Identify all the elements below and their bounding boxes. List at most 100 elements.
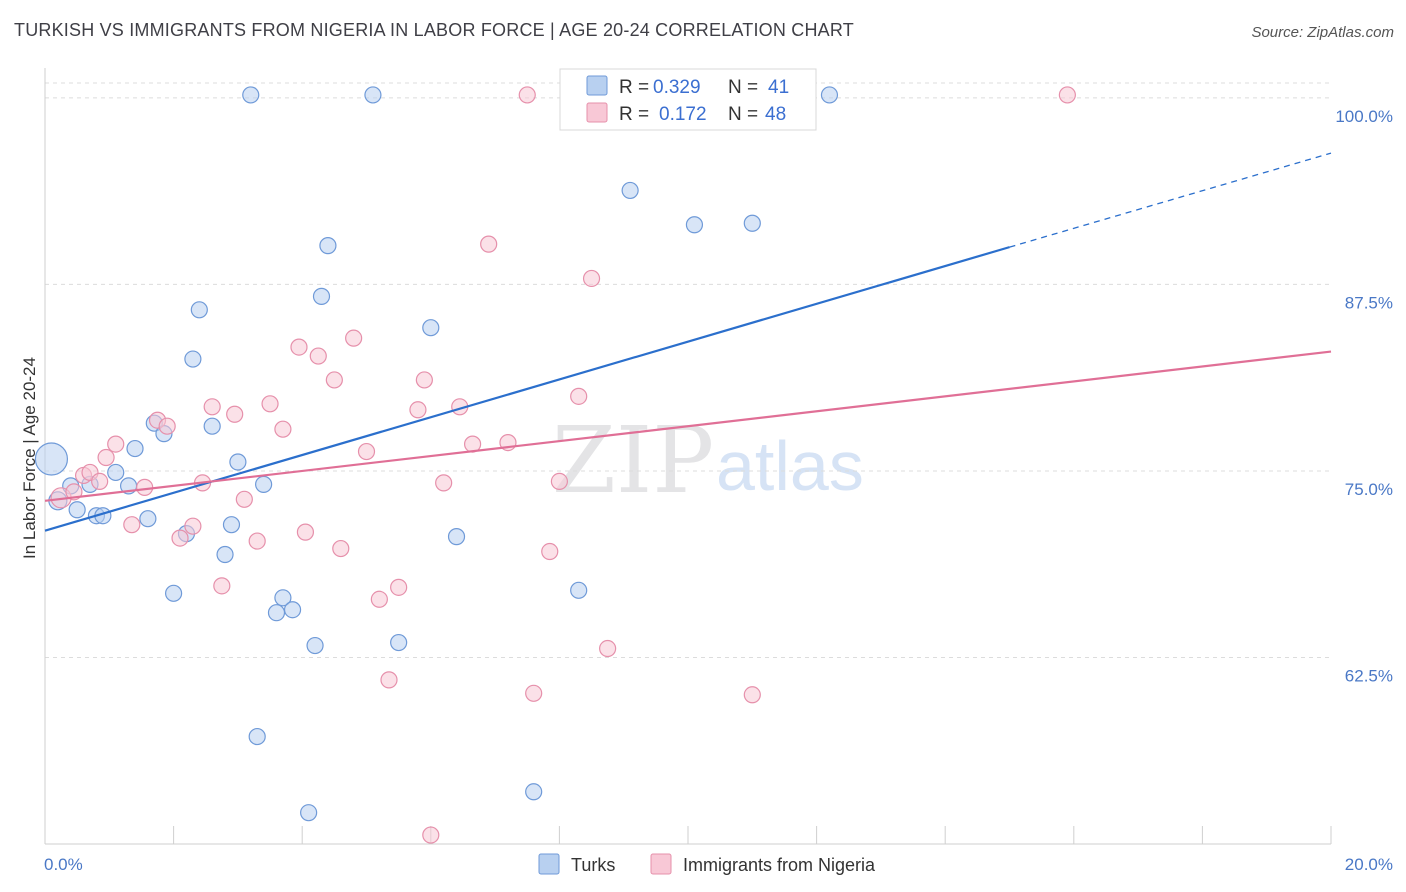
scatter-point-nigeria: [274, 420, 292, 438]
y-tick-label: 100.0%: [1335, 107, 1393, 126]
scatter-point-turks: [139, 510, 157, 528]
scatter-point-turks: [34, 442, 69, 476]
scatter-point-turks: [820, 86, 839, 104]
scatter-point-nigeria: [226, 405, 244, 423]
source-note: Source: ZipAtlas.com: [1251, 24, 1394, 41]
x-tick-labels: 0.0% 20.0%: [44, 855, 1393, 874]
scatter-point-turks: [107, 463, 125, 482]
legend-turks-r-value: 0.329: [653, 77, 701, 98]
bottom-legend-nigeria-swatch: [650, 853, 672, 875]
scatter-point-nigeria: [235, 490, 253, 508]
scatter-point-nigeria: [158, 417, 176, 435]
scatter-point-turks: [222, 516, 241, 534]
legend-nigeria-swatch: [586, 102, 608, 123]
legend-nigeria-n-label: N =: [728, 104, 758, 125]
grid-lines: [45, 82, 1331, 658]
scatter-point-turks: [216, 545, 234, 564]
scatter-point-turks: [319, 237, 337, 255]
scatter-point-turks: [229, 453, 247, 471]
scatter-point-nigeria: [390, 578, 408, 596]
scatter-point-nigeria: [370, 590, 388, 608]
scatter-point-nigeria: [409, 401, 427, 419]
scatter-point-turks: [248, 727, 266, 746]
scatter-point-nigeria: [97, 448, 115, 467]
scatter-point-nigeria: [422, 826, 440, 844]
scatter-point-nigeria: [582, 269, 601, 288]
x-tick-label-min: 0.0%: [44, 855, 83, 874]
scatter-point-nigeria: [213, 577, 231, 595]
trend-line-turks: [44, 246, 1010, 532]
bottom-legend-turks-label: Turks: [571, 855, 615, 875]
scatter-point-nigeria: [435, 474, 453, 492]
y-tick-label: 75.0%: [1345, 480, 1393, 499]
bottom-legend-turks-swatch: [538, 853, 560, 875]
scatter-point-nigeria: [296, 523, 315, 541]
scatter-point-turks: [126, 439, 144, 458]
watermark-atlas: atlas: [716, 427, 864, 505]
scatter-point-turks: [312, 287, 331, 305]
scatter-point-turks: [283, 601, 302, 619]
scatter-point-nigeria: [203, 398, 221, 416]
scatter-point-nigeria: [65, 483, 83, 501]
series-turks-points: [34, 86, 839, 822]
legend-turks-swatch: [586, 75, 608, 96]
scatter-point-turks: [422, 319, 440, 337]
y-axis-label: In Labor Force | Age 20-24: [20, 357, 39, 559]
scatter-point-nigeria: [599, 639, 617, 658]
scatter-point-nigeria: [357, 442, 376, 461]
scatter-point-turks: [300, 804, 318, 822]
scatter-point-nigeria: [743, 686, 761, 704]
scatter-point-turks: [203, 417, 221, 435]
chart-title: TURKISH VS IMMIGRANTS FROM NIGERIA IN LA…: [14, 20, 854, 40]
scatter-point-turks: [242, 86, 260, 104]
scatter-point-nigeria: [525, 684, 543, 702]
scatter-point-nigeria: [541, 542, 559, 561]
legend-turks-n-value: 41: [768, 77, 789, 98]
y-tick-labels: 100.0% 87.5% 75.0% 62.5%: [1335, 107, 1393, 686]
scatter-point-turks: [447, 528, 466, 546]
scatter-point-nigeria: [480, 235, 498, 253]
scatter-point-nigeria: [570, 387, 588, 405]
scatter-point-nigeria: [171, 529, 189, 547]
scatter-point-turks: [267, 604, 286, 622]
scatter-point-nigeria: [550, 472, 569, 490]
scatter-point-nigeria: [290, 338, 308, 356]
trend-line-nigeria: [44, 350, 1332, 502]
scatter-point-turks: [685, 216, 704, 234]
scatter-point-turks: [621, 181, 639, 200]
scatter-point-nigeria: [123, 516, 141, 534]
scatter-point-turks: [364, 86, 382, 104]
scatter-point-nigeria: [248, 532, 266, 550]
legend-nigeria-r-label: R =: [619, 104, 649, 125]
scatter-point-turks: [68, 501, 86, 519]
scatter-point-nigeria: [415, 371, 433, 389]
x-tick-label-max: 20.0%: [1345, 855, 1393, 874]
legend-nigeria-r-value: 0.172: [659, 104, 707, 125]
scatter-point-nigeria: [345, 329, 363, 347]
bottom-legend-nigeria-label: Immigrants from Nigeria: [683, 855, 876, 875]
scatter-point-nigeria: [107, 435, 125, 453]
scatter-point-turks: [743, 214, 761, 232]
scatter-point-nigeria: [91, 472, 109, 490]
scatter-point-turks: [570, 581, 588, 599]
trend-line-extension-turks: [1009, 152, 1332, 248]
y-tick-label: 62.5%: [1345, 666, 1393, 685]
scatter-point-turks: [165, 584, 183, 602]
scatter-point-nigeria: [380, 671, 398, 689]
scatter-point-nigeria: [261, 395, 279, 413]
series-nigeria-points: [50, 86, 1076, 844]
legend-turks-r-label: R =: [619, 77, 649, 98]
scatter-point-nigeria: [184, 517, 202, 535]
scatter-point-turks: [190, 301, 208, 319]
legend-turks-n-label: N =: [728, 77, 758, 98]
watermark: ZIP atlas: [552, 407, 864, 514]
scatter-point-nigeria: [136, 478, 154, 496]
scatter-point-turks: [255, 475, 273, 493]
y-tick-label: 87.5%: [1345, 293, 1393, 312]
scatter-point-nigeria: [309, 347, 327, 365]
scatter-point-turks: [184, 350, 202, 368]
scatter-point-turks: [306, 636, 324, 655]
trend-lines: [44, 152, 1332, 532]
scatter-point-nigeria: [1058, 86, 1076, 104]
